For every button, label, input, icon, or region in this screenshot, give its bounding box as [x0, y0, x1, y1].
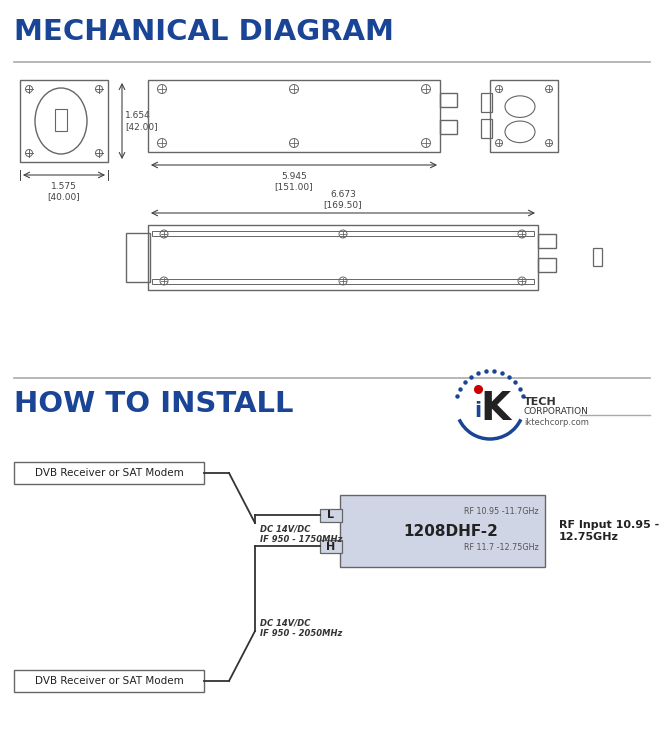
Bar	[14, 670, 204, 692]
Bar	[126, 233, 150, 282]
Text: H: H	[326, 541, 336, 551]
Bar	[481, 93, 492, 112]
Text: 1208DHF-2: 1208DHF-2	[403, 523, 498, 538]
Text: RF 10.95 -11.7GHz: RF 10.95 -11.7GHz	[464, 507, 539, 516]
Bar	[440, 93, 457, 107]
Text: DVB Receiver or SAT Modem: DVB Receiver or SAT Modem	[35, 676, 183, 686]
Bar	[320, 540, 342, 553]
Text: CORPORATION: CORPORATION	[524, 407, 589, 416]
Bar	[538, 234, 556, 248]
Text: DC 14V/DC
IF 950 - 1750MHz: DC 14V/DC IF 950 - 1750MHz	[260, 525, 342, 544]
Text: RF Input 10.95 -
12.75GHz: RF Input 10.95 - 12.75GHz	[559, 520, 659, 542]
Text: 5.945
[151.00]: 5.945 [151.00]	[274, 172, 313, 192]
Bar	[538, 258, 556, 273]
Text: L: L	[328, 510, 334, 520]
Bar	[148, 80, 440, 152]
Bar	[14, 462, 204, 484]
Text: iktechcorp.com: iktechcorp.com	[524, 418, 589, 427]
Bar	[440, 120, 457, 134]
Bar	[481, 119, 492, 138]
Bar	[152, 231, 534, 236]
Bar	[55, 109, 67, 131]
Bar	[20, 80, 108, 162]
Text: TECH: TECH	[524, 397, 557, 407]
Text: HOW TO INSTALL: HOW TO INSTALL	[14, 390, 294, 418]
Text: DVB Receiver or SAT Modem: DVB Receiver or SAT Modem	[35, 468, 183, 478]
Text: 1.575
[40.00]: 1.575 [40.00]	[48, 182, 81, 202]
Bar	[152, 279, 534, 284]
Text: RF 11.7 -12.75GHz: RF 11.7 -12.75GHz	[464, 543, 539, 551]
Bar	[490, 80, 558, 152]
Bar	[593, 248, 602, 266]
Text: DC 14V/DC
IF 950 - 2050MHz: DC 14V/DC IF 950 - 2050MHz	[260, 619, 342, 639]
Text: i: i	[474, 401, 482, 421]
Bar	[340, 495, 545, 567]
Text: MECHANICAL DIAGRAM: MECHANICAL DIAGRAM	[14, 18, 394, 46]
Text: 6.673
[169.50]: 6.673 [169.50]	[324, 190, 362, 209]
Text: K: K	[480, 390, 510, 428]
Bar	[148, 225, 538, 290]
Text: 1.654
[42.00]: 1.654 [42.00]	[125, 111, 158, 131]
Bar	[320, 509, 342, 522]
